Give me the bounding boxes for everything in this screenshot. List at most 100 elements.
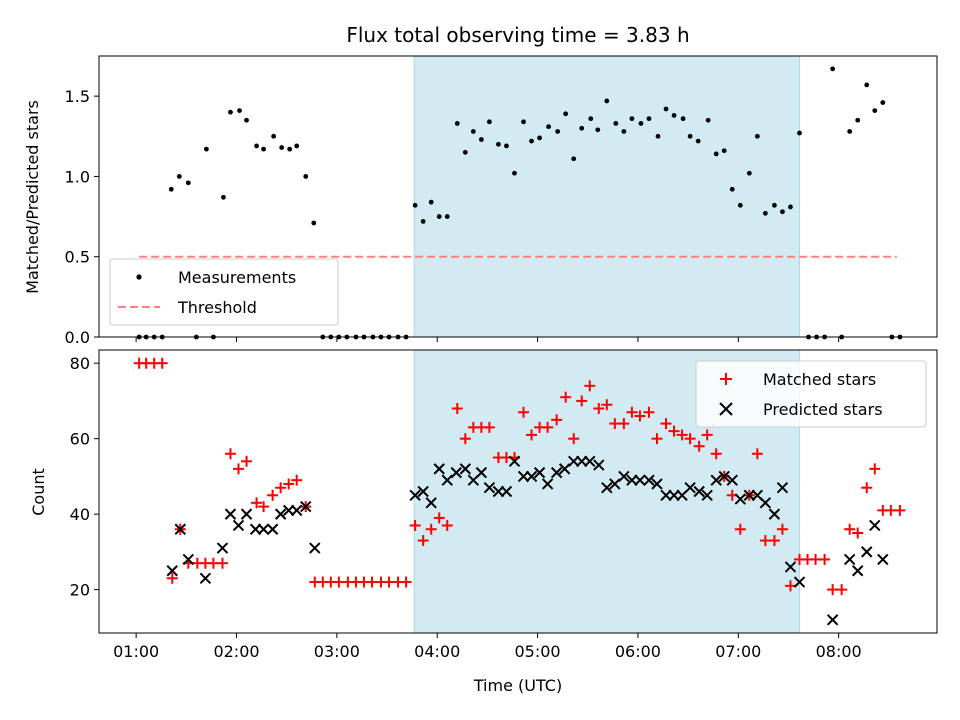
matched-stars-point: [224, 448, 236, 460]
matched-stars-point: [734, 523, 746, 535]
count-points: [133, 357, 906, 626]
matched-stars-point: [852, 527, 864, 539]
predicted-stars-point: [166, 565, 178, 577]
matched-stars-point: [869, 463, 881, 475]
top-y-ticks: 0.0 0.5 1.0 1.5: [65, 87, 99, 347]
x-stroke: [643, 474, 655, 486]
measurement-point: [595, 127, 601, 133]
matched-stars-point: [576, 395, 588, 407]
predicted-stars-point: [425, 497, 437, 509]
x-stroke: [274, 508, 287, 520]
x-stroke: [558, 463, 571, 475]
matched-stars-point: [701, 429, 713, 441]
measurement-point: [705, 117, 711, 123]
matched-stars-point: [626, 406, 638, 418]
predicted-stars-point: [584, 455, 596, 468]
measurement-point: [579, 125, 585, 131]
measurement-point: [428, 199, 434, 205]
predicted-stars-point: [300, 500, 312, 513]
matched-stars-point: [251, 497, 263, 509]
predicted-stars-point: [199, 572, 212, 584]
x-stroke: [734, 493, 747, 505]
x-tick-label: 02:00: [213, 642, 259, 661]
measurement-point: [537, 135, 542, 141]
predicted-stars-point: [475, 466, 488, 479]
predicted-stars-point: [734, 493, 747, 505]
legend-measurements-label: Measurements: [178, 268, 296, 287]
x-stroke: [701, 489, 713, 501]
matched-stars-point: [668, 425, 680, 437]
matched-stars-point: [693, 440, 705, 452]
x-stroke: [300, 500, 312, 513]
predicted-stars-point: [417, 485, 429, 498]
matched-stars-point: [560, 391, 572, 403]
measurement-point: [571, 156, 577, 162]
x-stroke: [601, 482, 613, 494]
measurement-point: [754, 133, 760, 139]
measurement-point: [521, 119, 526, 125]
matched-stars-point: [660, 418, 672, 430]
x-stroke: [166, 565, 178, 577]
matched-stars-point: [400, 576, 412, 588]
matched-stars-point: [283, 478, 295, 490]
x-stroke: [409, 489, 421, 501]
predicted-stars-point: [634, 474, 646, 486]
measurement-point: [462, 149, 468, 155]
measurement-point: [176, 174, 182, 179]
bottom-axes-frame: [98, 349, 938, 634]
predicted-stars-point: [877, 553, 889, 566]
predicted-stars-point: [550, 466, 563, 479]
predicted-stars-point: [182, 553, 195, 566]
measurement-point: [420, 218, 426, 224]
measurement-point: [303, 174, 309, 179]
x-stroke: [584, 455, 596, 468]
measurement-point: [847, 129, 853, 134]
matched-stars-point: [483, 421, 495, 433]
predicted-stars-point: [593, 459, 605, 471]
predicted-stars-point: [291, 504, 303, 517]
measurement-point: [294, 143, 300, 149]
measurement-point: [261, 146, 266, 152]
x-stroke: [508, 455, 521, 468]
x-stroke: [710, 474, 722, 486]
bottom-legend-box: [695, 360, 927, 428]
x-stroke: [793, 576, 806, 588]
predicted-stars-point: [266, 523, 279, 535]
matched-stars-point: [819, 553, 831, 565]
matched-stars-point: [593, 402, 605, 414]
measurement-point: [546, 124, 552, 130]
x-stroke: [843, 553, 856, 566]
predicted-stars-point: [784, 561, 797, 573]
x-stroke: [593, 459, 605, 471]
measurement-point: [638, 121, 644, 126]
x-stroke: [618, 470, 630, 483]
predicted-stars-point: [768, 508, 781, 520]
measurement-point: [168, 186, 174, 192]
x-stroke: [441, 474, 453, 486]
measurement-point: [788, 204, 793, 210]
x-stroke: [861, 546, 873, 558]
predicted-stars-point: [309, 542, 321, 554]
matched-stars-point: [676, 429, 688, 441]
bottom-y-axis-label: Count: [29, 468, 48, 516]
x-stroke: [174, 523, 186, 535]
x-stroke: [257, 523, 270, 535]
x-stroke: [869, 519, 881, 532]
top-observing-span: [413, 55, 801, 338]
predicted-stars-point: [793, 576, 806, 588]
measurement-point: [671, 113, 677, 118]
matched-stars-point: [417, 535, 429, 547]
matched-stars-point: [651, 433, 663, 445]
x-stroke: [291, 504, 303, 517]
bottom-legend: Matched stars Predicted stars: [695, 360, 927, 428]
predicted-stars-point: [174, 523, 186, 535]
measurement-point: [588, 116, 594, 122]
x-stroke: [450, 466, 462, 479]
measurement-point: [185, 180, 191, 186]
measurement-point: [279, 145, 285, 150]
x-stroke: [759, 497, 772, 509]
measurement-point: [221, 194, 226, 200]
measurement-point: [512, 170, 517, 176]
matched-stars-point: [568, 433, 580, 445]
